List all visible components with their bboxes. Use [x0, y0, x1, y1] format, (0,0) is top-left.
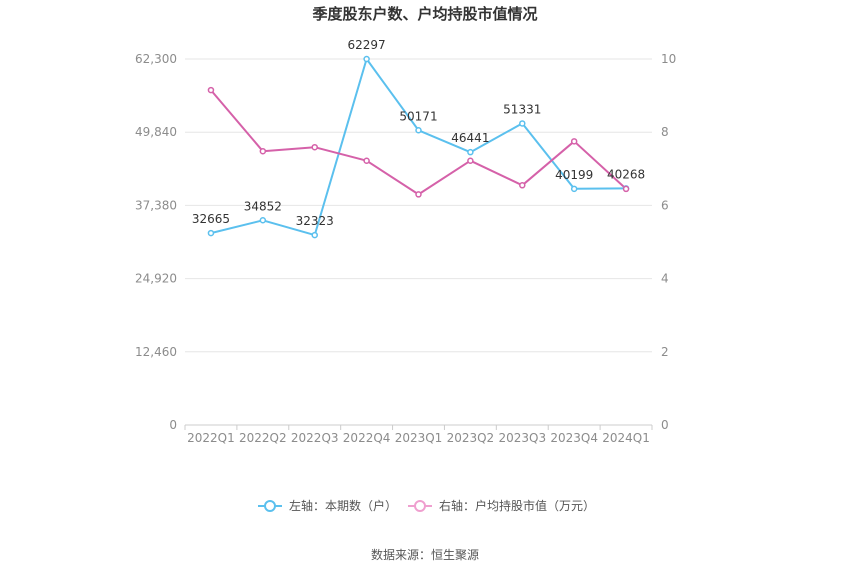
legend-item-right-series[interactable]: 右轴：户均持股市值（万元）: [408, 498, 595, 513]
data-point: [311, 231, 318, 239]
x-tick-label: 2023Q2: [447, 431, 495, 445]
data-labels: 32665 34852 32323 62297 50171 46441 51331 40199…: [192, 38, 645, 228]
data-point: [311, 143, 318, 151]
x-tick-label: 2022Q2: [239, 431, 287, 445]
data-label: 50171: [399, 109, 437, 123]
data-label: 32665: [192, 212, 230, 226]
data-label: 51331: [503, 102, 541, 116]
data-point: [415, 191, 422, 198]
x-tick-label: 2023Q4: [550, 431, 598, 445]
data-point: [519, 182, 526, 189]
data-point: [467, 157, 474, 164]
legend-label-left-series: 左轴：本期数（户）: [289, 498, 397, 513]
legend-label-right-series: 右轴：户均持股市值（万元）: [439, 498, 595, 513]
x-tick-label: 2024Q1: [602, 431, 650, 445]
x-tick-label: 2023Q1: [395, 431, 443, 445]
right-tick-label: 2: [661, 345, 669, 359]
chart-title: 季度股东户数、户均持股市值情况: [312, 5, 537, 23]
right-tick-label: 6: [661, 198, 669, 212]
right-axis: 0 2 4 6 8 10: [661, 52, 676, 432]
data-point: [570, 185, 578, 193]
left-tick-label: 24,920: [135, 272, 177, 286]
legend-swatch-marker: [264, 500, 276, 512]
data-source: 数据来源：恒生聚源: [371, 547, 479, 562]
data-label: 40268: [607, 167, 645, 181]
data-label: 34852: [244, 199, 282, 213]
data-label: 62297: [348, 38, 386, 52]
data-point: [363, 157, 370, 164]
data-point: [415, 127, 422, 134]
data-point: [207, 86, 215, 94]
series-points: [207, 55, 630, 239]
left-tick-label: 62,300: [135, 52, 177, 66]
left-tick-label: 49,840: [135, 125, 177, 139]
legend-swatch-marker: [414, 500, 426, 512]
right-tick-label: 10: [661, 52, 676, 66]
x-tick-label: 2022Q1: [187, 431, 235, 445]
right-tick-label: 8: [661, 125, 669, 139]
left-tick-label: 12,460: [135, 345, 177, 359]
data-point: [622, 185, 630, 193]
left-tick-label: 0: [169, 418, 177, 432]
data-label: 32323: [296, 214, 334, 228]
x-tick-label: 2022Q3: [291, 431, 339, 445]
data-label: 40199: [555, 168, 593, 182]
data-point: [363, 55, 370, 63]
data-point: [259, 217, 267, 224]
legend-item-left-series[interactable]: 左轴：本期数（户）: [258, 498, 397, 513]
data-label: 46441: [451, 131, 489, 145]
x-tick-label: 2022Q4: [343, 431, 391, 445]
data-point: [259, 147, 267, 155]
left-tick-label: 37,380: [135, 198, 177, 212]
x-axis: 2022Q1 2022Q2 2022Q3 2022Q4 2023Q1 2023Q2 2023…: [184, 425, 653, 445]
data-point: [519, 120, 526, 127]
data-point: [467, 148, 474, 156]
legend: 左轴：本期数（户） 右轴：户均持股市值（万元）: [258, 498, 595, 513]
data-point: [207, 229, 215, 237]
right-tick-label: 4: [661, 272, 669, 286]
x-tick-label: 2023Q3: [498, 431, 546, 445]
right-tick-label: 0: [661, 418, 669, 432]
data-point: [570, 138, 578, 145]
left-axis: 0 12,460 24,920 37,380 49,840 62,300: [135, 52, 177, 432]
